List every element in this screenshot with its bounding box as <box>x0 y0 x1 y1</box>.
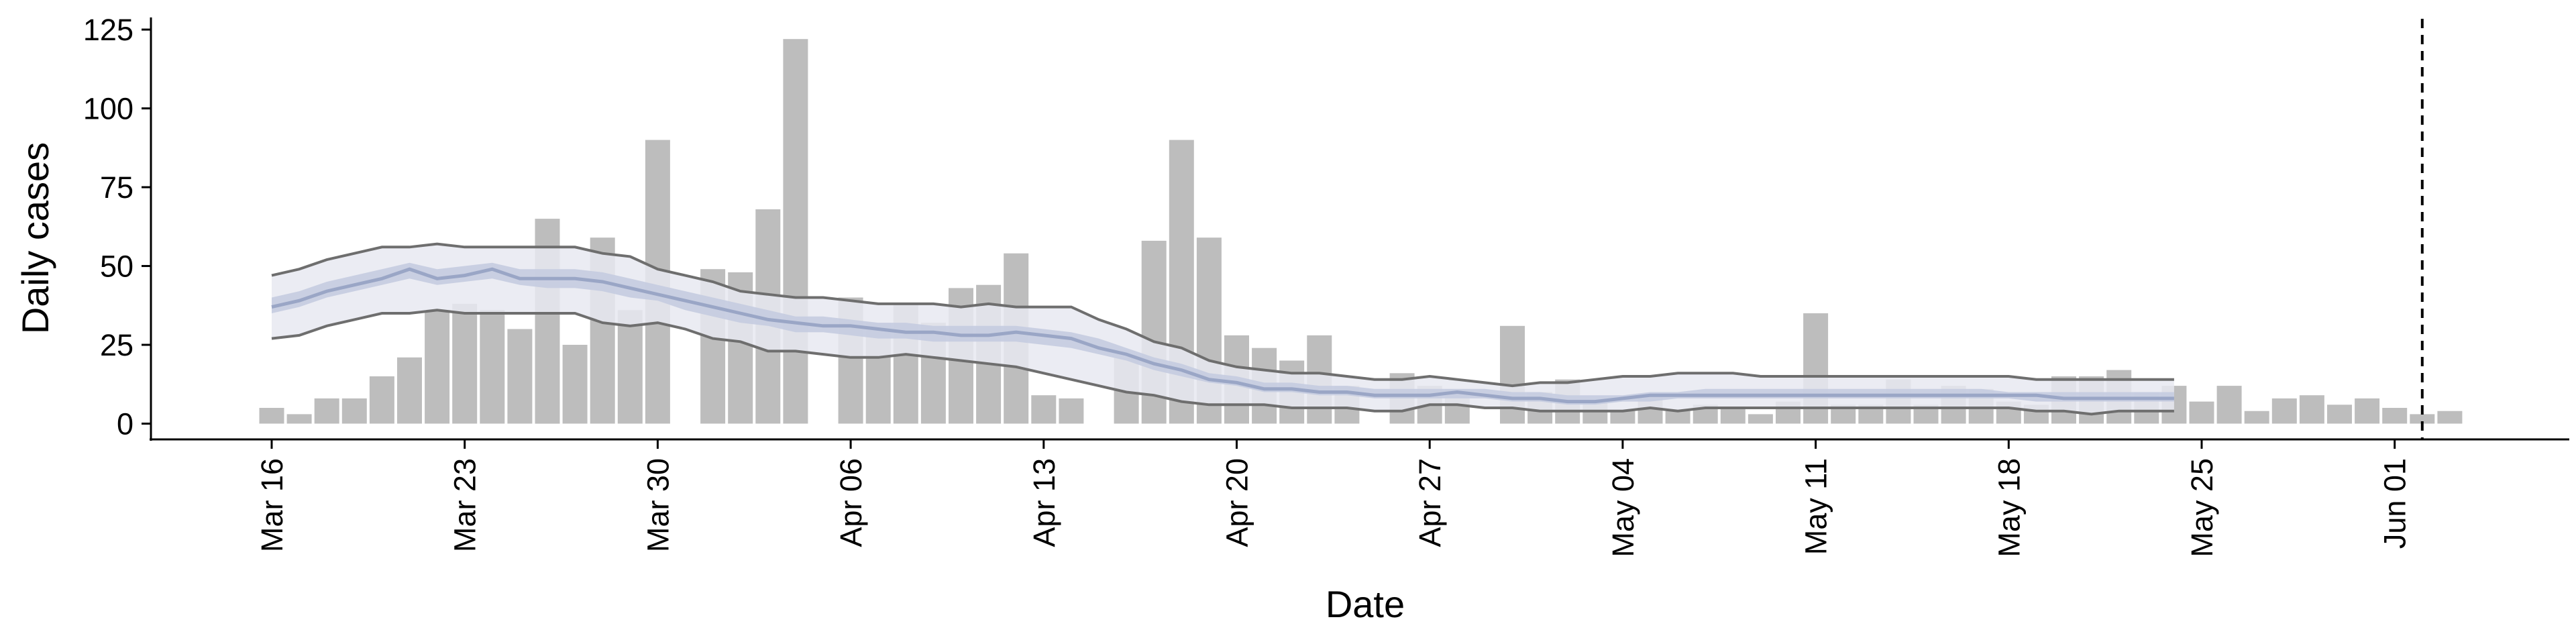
x-axis-title: Date <box>1326 583 1405 625</box>
axes-layer: 0 25 50 75 100 125 Mar 16 Mar 23 Mar 30 Apr 06 Apr… <box>83 13 2569 557</box>
x-tick-label: Mar 30 <box>641 458 675 552</box>
bar <box>2327 405 2352 424</box>
bar <box>1610 411 1635 424</box>
bar <box>425 310 450 424</box>
x-tick-label: Apr 20 <box>1220 458 1254 547</box>
bar <box>2437 411 2463 424</box>
bar <box>1031 395 1057 424</box>
bar <box>369 376 394 424</box>
bar <box>1665 411 1690 424</box>
bar <box>314 398 339 424</box>
y-tick-label: 75 <box>100 170 133 205</box>
bar <box>341 398 367 424</box>
bands-layer <box>271 242 2174 416</box>
bar <box>1720 408 1746 424</box>
bar <box>1059 398 1084 424</box>
y-tick-label: 0 <box>117 407 133 441</box>
bar <box>507 329 533 424</box>
bar <box>397 357 422 424</box>
x-tick-label: May 11 <box>1799 458 1833 555</box>
labels-layer: Date Daily cases <box>14 142 1405 625</box>
bar <box>286 414 312 424</box>
bar <box>2410 414 2435 424</box>
bar <box>2244 411 2269 424</box>
lower-bound-line <box>271 309 2174 416</box>
x-tick-label: May 25 <box>2185 458 2219 557</box>
y-axis-title: Daily cases <box>14 142 56 334</box>
bar <box>480 310 505 424</box>
bars-layer <box>259 39 2463 424</box>
x-tick-label: Mar 16 <box>255 458 289 552</box>
y-tick-label: 50 <box>100 250 133 284</box>
bar <box>2189 401 2214 424</box>
bar <box>2271 398 2297 424</box>
x-tick-label: May 04 <box>1606 458 1640 557</box>
y-tick-label: 100 <box>83 92 133 126</box>
bar <box>783 39 808 424</box>
x-tick-label: Jun 01 <box>2378 458 2412 549</box>
bar <box>2216 386 2242 424</box>
y-tick-label: 25 <box>100 328 133 362</box>
median-line <box>271 267 2174 404</box>
bar <box>617 310 643 424</box>
x-tick-label: Mar 23 <box>448 458 482 552</box>
y-tick-label: 125 <box>83 13 133 47</box>
x-tick-label: Apr 13 <box>1027 458 1061 547</box>
bar <box>562 345 588 424</box>
bar <box>2299 395 2324 424</box>
x-tick-label: Apr 27 <box>1413 458 1447 547</box>
bar <box>2382 408 2408 424</box>
bar <box>1748 414 1773 424</box>
bar <box>452 303 478 424</box>
bar <box>259 408 284 424</box>
x-tick-label: Apr 06 <box>834 458 868 547</box>
x-tick-label: May 18 <box>1992 458 2026 557</box>
bar <box>2355 398 2380 424</box>
upper-bound-line <box>271 242 2174 388</box>
